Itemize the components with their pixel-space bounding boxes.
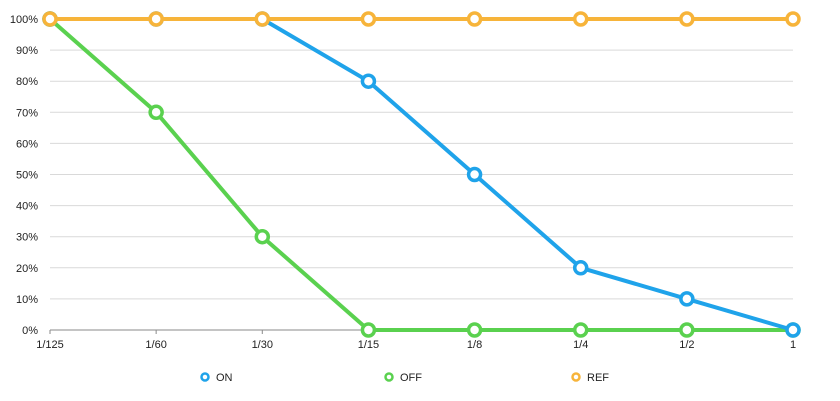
legend-marker	[571, 372, 581, 382]
data-point	[572, 260, 589, 276]
data-point	[785, 11, 801, 27]
data-point	[360, 322, 377, 338]
x-tick-label: 1/15	[358, 339, 379, 351]
x-tick-label: 1/2	[679, 339, 694, 351]
data-point	[360, 73, 377, 89]
y-tick-label: 20%	[16, 263, 38, 275]
series-ref	[42, 11, 801, 27]
y-tick-label: 100%	[10, 14, 38, 26]
x-tick-label: 1/60	[145, 339, 166, 351]
y-tick-label: 0%	[22, 325, 38, 337]
data-point	[42, 11, 58, 27]
data-point	[254, 11, 271, 27]
legend-label: ON	[216, 372, 233, 384]
x-tick-label: 1	[790, 339, 796, 351]
y-tick-label: 40%	[16, 201, 38, 213]
data-point	[572, 322, 589, 338]
y-tick-label: 90%	[16, 45, 38, 57]
series-layer	[42, 11, 801, 338]
legend-marker	[384, 372, 394, 382]
data-point	[679, 322, 695, 338]
data-point	[466, 166, 483, 183]
data-point	[466, 322, 483, 338]
legend-item-on: ON	[200, 372, 233, 384]
x-tick-label: 1/125	[36, 339, 64, 351]
grid-layer	[50, 18, 793, 331]
data-point	[148, 104, 164, 121]
axis-layer: 0% 10% 20% 30% 40% 50% 60% 70% 80% 90% 100% 1/125 1/…	[10, 14, 796, 351]
legend-label: REF	[587, 372, 609, 384]
y-tick-label: 10%	[16, 294, 38, 306]
data-point	[360, 11, 377, 27]
legend-label: OFF	[400, 372, 422, 384]
x-tick-label: 1/30	[252, 339, 273, 351]
y-tick-label: 80%	[16, 76, 38, 88]
x-tick-label: 1/8	[467, 339, 482, 351]
data-point	[148, 11, 164, 27]
y-tick-label: 30%	[16, 232, 38, 244]
series-line	[48, 17, 795, 332]
data-point	[254, 228, 271, 245]
data-point	[572, 11, 589, 27]
legend-item-off: OFF	[384, 372, 422, 384]
data-point	[679, 291, 695, 307]
y-tick-label: 60%	[16, 138, 38, 150]
legend: ON OFF REF	[200, 372, 609, 384]
data-point	[679, 11, 695, 27]
x-tick-label: 1/4	[573, 339, 588, 351]
legend-item-ref: REF	[571, 372, 609, 384]
legend-marker	[200, 372, 210, 382]
y-tick-label: 70%	[16, 107, 38, 119]
data-point	[466, 11, 483, 27]
data-point	[785, 322, 801, 338]
y-tick-label: 50%	[16, 170, 38, 182]
